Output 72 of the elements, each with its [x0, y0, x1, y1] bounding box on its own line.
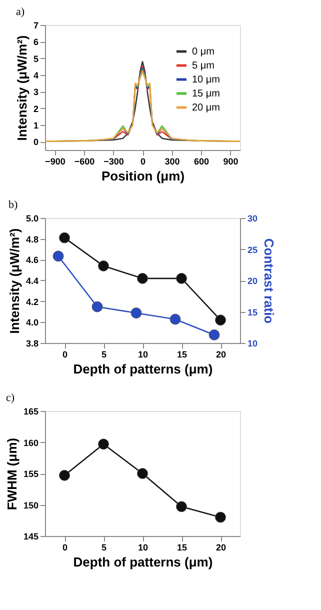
point	[137, 468, 148, 479]
y-tick-label: 4.8	[26, 234, 38, 244]
x-tick-label: 0	[62, 542, 68, 552]
x-axis-title: Depth of patterns (μm)	[73, 554, 213, 570]
point	[137, 272, 148, 284]
point	[176, 501, 187, 512]
y-tick-label: 3.8	[26, 338, 38, 348]
y-tick-label: 165	[23, 406, 38, 416]
x-tick-label: 5	[101, 350, 107, 360]
x-tick-label: 900	[223, 156, 238, 166]
point	[176, 272, 187, 284]
x-tick-label: 15	[176, 542, 188, 552]
legend-label: 10 μm	[192, 74, 220, 86]
point	[215, 512, 226, 523]
y-tick-label: 3	[33, 87, 38, 98]
y2-tick-label: 10	[248, 338, 258, 348]
point	[215, 314, 226, 326]
point	[98, 438, 109, 450]
x-tick-label: −900	[45, 156, 66, 166]
y-tick-label: 4.2	[26, 296, 38, 307]
y2-tick-label: 15	[248, 307, 258, 318]
text: a)	[16, 6, 25, 18]
y-tick-label: 1	[33, 120, 38, 130]
y-tick-label: 160	[23, 438, 38, 448]
point	[98, 260, 109, 272]
y2-tick-label: 20	[248, 276, 258, 286]
x-tick-label: 5	[101, 542, 107, 552]
point	[59, 470, 70, 481]
y-axis-title: Intensity (μW/m²)	[6, 228, 22, 334]
x-tick-label: −600	[74, 156, 95, 166]
y-tick-label: 5.0	[26, 214, 38, 224]
y-tick-label: 6	[33, 37, 38, 48]
x-tick-label: 15	[176, 350, 188, 360]
point	[130, 308, 142, 318]
x-tick-label: 300	[164, 156, 180, 166]
x-tick-label: 600	[194, 156, 210, 166]
y2-tick-label: 30	[248, 214, 258, 224]
y-tick-label: 4.4	[26, 276, 38, 286]
x-tick-label: 0	[62, 350, 68, 360]
x-axis-title: Position (μm)	[101, 168, 185, 184]
point	[92, 301, 103, 312]
x-tick-label: −300	[104, 156, 124, 166]
x-tick-label: 20	[216, 350, 226, 360]
y-tick-label: 150	[23, 500, 38, 510]
point	[170, 314, 181, 325]
y-tick-label: 0	[33, 137, 38, 148]
x-tick-label: 10	[138, 542, 148, 552]
x-tick-label: 20	[216, 542, 226, 552]
legend-label: 5 μm	[192, 60, 214, 72]
y-tick-label: 4	[33, 70, 38, 80]
y-tick-label: 7	[33, 20, 38, 30]
point	[59, 232, 70, 244]
y2-axis-title: Contrast ratio	[262, 238, 277, 324]
y-tick-label: 155	[23, 469, 38, 479]
x-tick-label: 0	[140, 156, 146, 166]
legend-label: 0 μm	[192, 46, 214, 58]
point	[52, 250, 64, 262]
y2-tick-label: 25	[248, 244, 258, 255]
y-tick-label: 2	[33, 104, 38, 114]
x-axis-title: Depth of patterns (μm)	[73, 362, 213, 376]
y-tick-label: 5	[33, 54, 38, 64]
y-axis-title: Intensity (μW/m²)	[14, 35, 30, 141]
point	[208, 329, 220, 340]
legend-label: 15 μm	[192, 88, 220, 100]
y-tick-label: 145	[23, 532, 38, 542]
text: b)	[8, 199, 18, 211]
text: c)	[6, 392, 15, 404]
y-tick-label: 4.6	[26, 255, 38, 266]
y-axis-title: FWHM (μm)	[4, 438, 20, 510]
y-tick-label: 4.0	[26, 318, 38, 328]
x-tick-label: 10	[138, 350, 148, 360]
legend-label: 20 μm	[192, 102, 220, 114]
